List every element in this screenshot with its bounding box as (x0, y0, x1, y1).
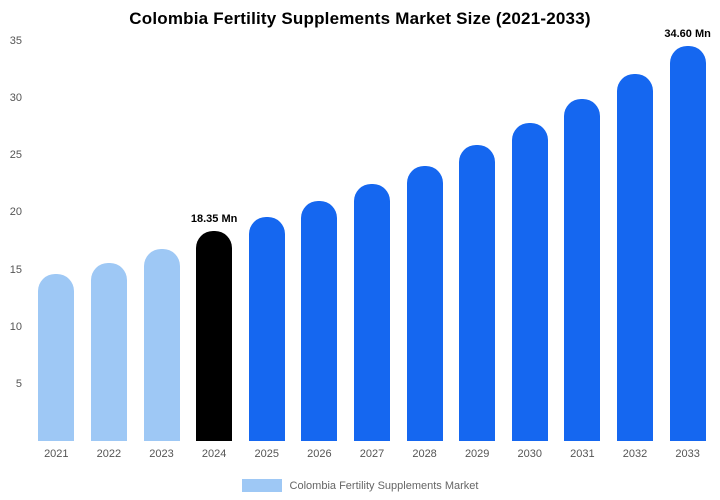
bar-2029[interactable] (459, 145, 496, 441)
y-tick-label: 10 (9, 320, 22, 333)
x-tick-label-2024: 2024 (201, 448, 227, 460)
bar-2031[interactable] (564, 99, 601, 441)
bar-slot-2028 (398, 41, 451, 441)
bar-value-label-2024: 18.35 Mn (190, 213, 238, 226)
x-tick-label-2023: 2023 (149, 448, 174, 460)
x-tick-label-2022: 2022 (96, 448, 122, 460)
bar-slot-2026 (293, 41, 346, 441)
legend: Colombia Fertility Supplements Market (0, 479, 720, 492)
bar-2027[interactable] (353, 183, 390, 441)
plot-area: 18.35 Mn 34.60 Mn (30, 28, 714, 441)
bar-2026[interactable] (301, 201, 338, 441)
x-tick-label-2021: 2021 (44, 448, 69, 460)
y-tick-label: 25 (9, 149, 22, 162)
y-axis: 5 10 15 20 25 30 35 (0, 35, 26, 441)
bar-slot-2022 (83, 41, 136, 441)
bar-slot-2023 (135, 41, 188, 441)
y-tick-label: 5 (15, 377, 22, 390)
bar-slot-2031 (556, 41, 609, 441)
bar-slot-2032 (609, 41, 662, 441)
bar-2028[interactable] (406, 165, 443, 441)
bar-2024[interactable] (196, 231, 233, 441)
x-tick-label-2027: 2027 (359, 448, 385, 460)
y-tick-label: 30 (9, 92, 22, 105)
bar-2021[interactable] (38, 274, 75, 441)
y-tick-label: 20 (9, 206, 22, 219)
bar-slot-2025 (240, 41, 293, 441)
chart-title: Colombia Fertility Supplements Market Si… (129, 9, 591, 28)
bar-slot-2027 (346, 41, 399, 441)
bar-2032[interactable] (617, 74, 653, 441)
bar-2030[interactable] (511, 123, 548, 441)
x-tick-label-2028: 2028 (412, 448, 437, 460)
y-tick-label: 35 (9, 35, 22, 47)
legend-label: Colombia Fertility Supplements Market (289, 479, 479, 492)
legend-swatch (241, 479, 282, 492)
x-tick-label-2032: 2032 (622, 448, 648, 460)
x-tick-label-2031: 2031 (570, 448, 595, 460)
bar-2022[interactable] (90, 262, 127, 441)
x-axis: 2021 2022 2023 2024 2025 2026 2027 2028 2029 2030… (30, 448, 714, 462)
bars: 18.35 Mn 34.60 Mn (30, 28, 714, 441)
x-tick-label-2033: 2033 (675, 448, 700, 460)
bar-slot-2033: 34.60 Mn (661, 28, 714, 441)
bar-slot-2021 (30, 41, 83, 441)
bar-value-label-2033: 34.60 Mn (664, 27, 711, 40)
bar-slot-2030 (503, 41, 556, 441)
bar-slot-2029 (451, 41, 504, 441)
bar-slot-2024: 18.35 Mn (188, 41, 241, 441)
x-tick-label-2030: 2030 (517, 448, 543, 460)
y-tick-label: 15 (9, 263, 22, 276)
x-tick-label-2026: 2026 (307, 448, 332, 460)
x-tick-label-2029: 2029 (464, 448, 490, 460)
bar-2023[interactable] (143, 249, 180, 441)
bar-2033[interactable] (669, 45, 706, 441)
x-tick-label-2025: 2025 (254, 448, 279, 460)
bar-2025[interactable] (248, 217, 285, 441)
